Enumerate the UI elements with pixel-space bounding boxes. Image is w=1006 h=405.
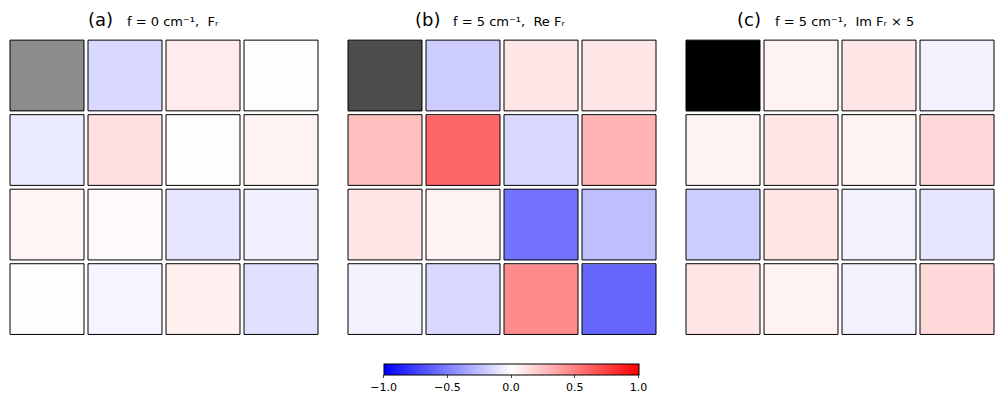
svg-text:f = 5 cm⁻¹, Re Fᵣ: f = 5 cm⁻¹, Re Fᵣ: [453, 14, 565, 29]
svg-text:−1.0: −1.0: [370, 381, 397, 394]
svg-text:0.0: 0.0: [502, 381, 519, 394]
svg-text:1.0: 1.0: [630, 381, 648, 394]
svg-text:(a): (a): [88, 9, 113, 30]
svg-text:0.5: 0.5: [566, 381, 584, 394]
svg-text:−0.5: −0.5: [434, 381, 461, 394]
svg-text:f = 5 cm⁻¹, Im Fᵣ × 5: f = 5 cm⁻¹, Im Fᵣ × 5: [775, 14, 914, 29]
svg-text:(b): (b): [415, 9, 440, 30]
svg-text:f = 0 cm⁻¹, Fᵣ: f = 0 cm⁻¹, Fᵣ: [127, 14, 219, 29]
svg-text:(c): (c): [737, 9, 761, 30]
